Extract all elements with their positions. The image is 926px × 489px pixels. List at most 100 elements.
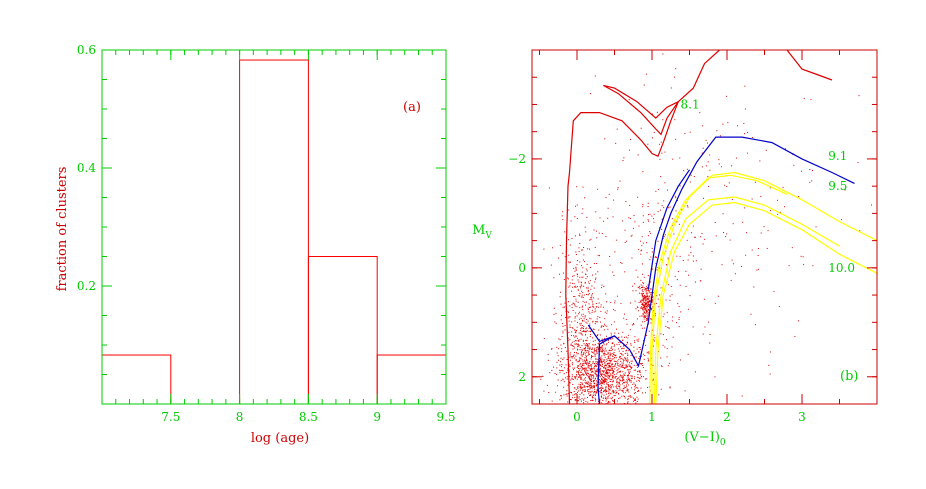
- cmd-point: [745, 254, 747, 256]
- cmd-point: [599, 316, 601, 318]
- cmd-point: [647, 275, 649, 277]
- cmd-point: [645, 292, 647, 294]
- cmd-point: [626, 323, 628, 325]
- cmd-point: [622, 159, 624, 161]
- cmd-point: [628, 374, 630, 376]
- cmd-point: [618, 332, 620, 334]
- cmd-point: [646, 252, 648, 254]
- cmd-point: [600, 388, 602, 390]
- cmd-point: [582, 316, 584, 318]
- cmd-point: [660, 141, 662, 143]
- cmd-point: [562, 370, 564, 372]
- cmd-point: [718, 159, 720, 161]
- cmd-point: [603, 370, 605, 372]
- cmd-point: [600, 380, 602, 382]
- cmd-point: [561, 314, 563, 316]
- cmd-point: [643, 316, 645, 318]
- cmd-point: [648, 290, 650, 292]
- cmd-point: [575, 266, 577, 268]
- cmd-point: [572, 367, 574, 369]
- cmd-point: [803, 98, 805, 100]
- cmd-point: [558, 273, 560, 275]
- cmd-point: [595, 391, 597, 393]
- cmd-point: [612, 363, 614, 365]
- cmd-point: [605, 350, 607, 352]
- cmd-point: [615, 360, 617, 362]
- cmd-point: [646, 311, 648, 313]
- cmd-point: [587, 362, 589, 364]
- cmd-point: [609, 349, 611, 351]
- cmd-point: [779, 211, 781, 213]
- cmd-point: [624, 374, 626, 376]
- cmd-point: [634, 386, 636, 388]
- cmd-point: [670, 286, 672, 288]
- cmd-point: [603, 325, 605, 327]
- cmd-point: [621, 362, 623, 364]
- cmd-point: [757, 254, 759, 256]
- cmd-point: [600, 310, 602, 312]
- cmd-point: [579, 371, 581, 373]
- cmd-point: [630, 375, 632, 377]
- cmd-point: [636, 380, 638, 382]
- cmd-point: [647, 301, 649, 303]
- cmd-point: [620, 371, 622, 373]
- cmd-point: [657, 267, 659, 269]
- cmd-point: [576, 371, 578, 373]
- cmd-point: [620, 346, 622, 348]
- cmd-point: [590, 394, 592, 396]
- cmd-point: [642, 353, 644, 355]
- cmd-point: [601, 344, 603, 346]
- cmd-point: [568, 370, 570, 372]
- cmd-point: [586, 362, 588, 364]
- cmd-point: [615, 406, 616, 407]
- cmd-point: [591, 285, 593, 287]
- cmd-point: [592, 303, 594, 305]
- cmd-point: [578, 397, 580, 399]
- cmd-point: [811, 180, 813, 182]
- cmd-point: [647, 296, 649, 298]
- cmd-point: [809, 181, 811, 183]
- cmd-point: [582, 374, 584, 376]
- cmd-point: [641, 327, 643, 329]
- cmd-point: [575, 359, 577, 361]
- cmd-point: [634, 356, 636, 358]
- cmd-point: [581, 326, 583, 328]
- cmd-point: [620, 358, 622, 360]
- isochrone-8-1-upper-2: [786, 50, 833, 81]
- cmd-point: [593, 387, 595, 389]
- cmd-point: [588, 377, 590, 379]
- cmd-point: [605, 353, 607, 355]
- cmd-point: [588, 385, 590, 387]
- cmd-point: [610, 373, 612, 375]
- cmd-point: [607, 207, 609, 209]
- cmd-point: [675, 68, 677, 70]
- cmd-point: [639, 315, 641, 317]
- cmd-point: [585, 273, 587, 275]
- cmd-point: [644, 298, 646, 300]
- cmd-point: [553, 277, 555, 279]
- cmd-point: [584, 331, 586, 333]
- cmd-point: [630, 381, 632, 383]
- cmd-point: [612, 380, 614, 382]
- cmd-point: [571, 375, 573, 377]
- cmd-point: [553, 366, 555, 368]
- cmd-point: [651, 319, 653, 321]
- cmd-point: [584, 389, 586, 391]
- histogram-panel-label: (a): [403, 100, 421, 115]
- cmd-point: [556, 367, 558, 369]
- cmd-point: [592, 337, 594, 339]
- cmd-point: [642, 291, 644, 293]
- cmd-point: [594, 347, 596, 349]
- cmd-point: [611, 384, 613, 386]
- cmd-point: [587, 308, 589, 310]
- cmd-point: [640, 374, 642, 376]
- cmd-point: [603, 383, 605, 385]
- cmd-point: [590, 288, 592, 290]
- cmd-point: [687, 206, 689, 208]
- cmd-point: [603, 390, 605, 392]
- cmd-point: [624, 336, 626, 338]
- cmd-point: [626, 382, 628, 384]
- cmd-point: [639, 288, 641, 290]
- cmd-point: [643, 308, 645, 310]
- cmd-point: [581, 398, 583, 400]
